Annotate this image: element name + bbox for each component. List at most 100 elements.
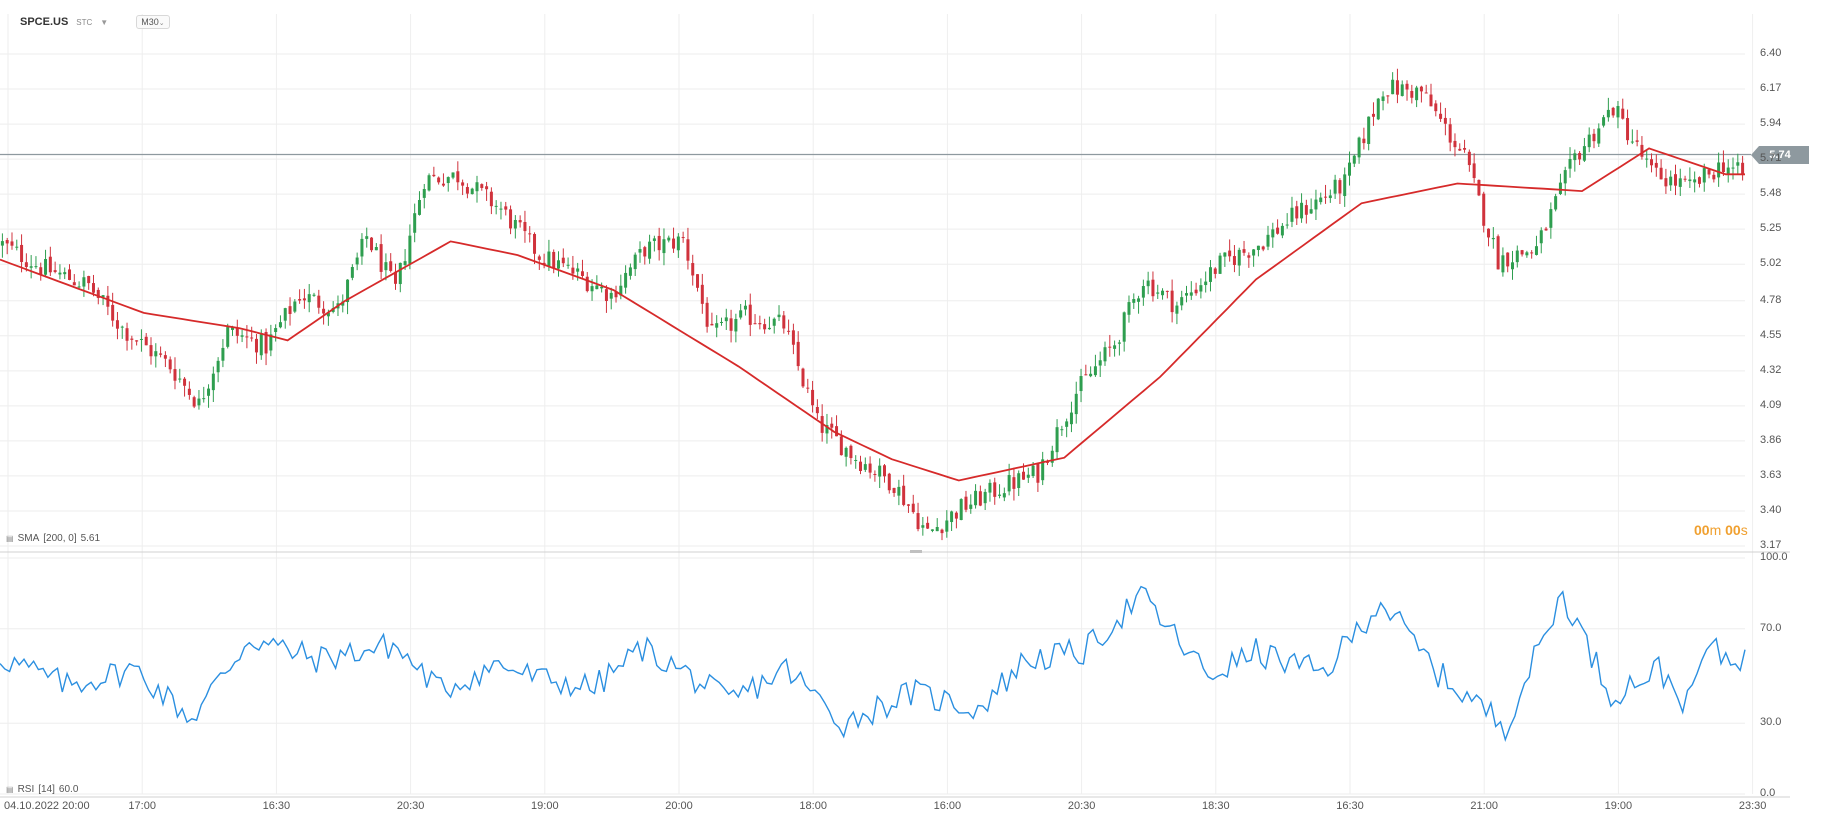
candle bbox=[528, 226, 532, 243]
candle bbox=[1506, 252, 1510, 273]
candle bbox=[1472, 153, 1476, 183]
candle bbox=[427, 173, 431, 192]
candle bbox=[1300, 193, 1304, 223]
candle bbox=[1597, 123, 1601, 148]
candle bbox=[1156, 284, 1160, 299]
candle bbox=[245, 325, 249, 349]
candle bbox=[504, 201, 508, 216]
candle bbox=[446, 176, 450, 192]
candle bbox=[940, 528, 944, 541]
pane-resize-handle[interactable] bbox=[910, 550, 922, 553]
candle bbox=[130, 335, 134, 350]
candle bbox=[187, 381, 191, 400]
candle bbox=[1525, 250, 1529, 258]
candle bbox=[0, 233, 4, 258]
symbol-label[interactable]: SPCE.US bbox=[20, 16, 69, 28]
candle bbox=[422, 183, 426, 209]
candle bbox=[178, 368, 182, 383]
candle bbox=[10, 232, 14, 250]
candle bbox=[662, 228, 666, 266]
candle bbox=[216, 357, 220, 383]
candle bbox=[1539, 227, 1543, 254]
time-tick-label: 16:00 bbox=[933, 800, 962, 812]
candle bbox=[360, 233, 364, 265]
candle bbox=[1530, 250, 1534, 259]
candle bbox=[724, 308, 728, 330]
candle bbox=[1338, 178, 1342, 204]
candle bbox=[331, 301, 335, 314]
candle bbox=[394, 263, 398, 290]
candle bbox=[734, 313, 738, 343]
time-tick-label: 23:30 bbox=[1738, 800, 1767, 812]
candle bbox=[1347, 151, 1351, 186]
candle bbox=[389, 253, 393, 273]
candle bbox=[1328, 189, 1332, 203]
candle bbox=[5, 237, 9, 255]
candle bbox=[1367, 116, 1371, 151]
price-tick-label: 5.94 bbox=[1760, 117, 1782, 130]
candle bbox=[1650, 153, 1654, 173]
candle bbox=[1141, 279, 1145, 306]
candle bbox=[854, 455, 858, 469]
candle bbox=[1237, 247, 1241, 276]
candle bbox=[1400, 80, 1404, 97]
candle bbox=[1721, 150, 1725, 177]
candle bbox=[1271, 222, 1275, 248]
candle bbox=[63, 267, 67, 280]
candle bbox=[628, 263, 632, 280]
candle bbox=[398, 262, 402, 293]
candle bbox=[197, 390, 201, 410]
candle bbox=[1688, 167, 1692, 188]
candle bbox=[144, 333, 148, 346]
rsi-indicator-label[interactable]: ▤ RSI [14] 60.0 bbox=[6, 784, 78, 795]
candle bbox=[513, 215, 517, 239]
candle bbox=[1736, 153, 1740, 175]
candle bbox=[1602, 114, 1606, 128]
candle bbox=[1391, 72, 1395, 95]
candle bbox=[1458, 143, 1462, 151]
candle bbox=[1309, 198, 1313, 215]
caret-down-icon[interactable]: ▼ bbox=[100, 17, 109, 27]
time-tick-label: 20:30 bbox=[1067, 800, 1096, 812]
candle bbox=[1371, 102, 1375, 126]
candle bbox=[29, 255, 33, 279]
candle bbox=[1079, 368, 1083, 403]
candle bbox=[676, 233, 680, 258]
candle bbox=[101, 294, 105, 306]
candle bbox=[1630, 129, 1634, 145]
candle bbox=[700, 273, 704, 314]
indicator-settings-icon[interactable]: ▤ bbox=[6, 534, 14, 543]
time-tick-label: 21:00 bbox=[1470, 800, 1498, 812]
candle bbox=[1395, 68, 1399, 104]
candle bbox=[91, 274, 95, 297]
sma-indicator-label[interactable]: ▤ SMA [200, 0] 5.61 bbox=[6, 533, 100, 544]
market-label: STC bbox=[76, 17, 93, 27]
candle bbox=[1410, 84, 1414, 104]
candle bbox=[897, 479, 901, 506]
candle bbox=[278, 315, 282, 329]
price-tick-label: 5.25 bbox=[1760, 222, 1782, 235]
price-tick-label: 5.48 bbox=[1760, 187, 1782, 200]
candle bbox=[1113, 340, 1117, 357]
candle bbox=[365, 227, 369, 248]
indicator-settings-icon[interactable]: ▤ bbox=[6, 785, 14, 794]
candle bbox=[120, 325, 124, 339]
candle bbox=[859, 455, 863, 475]
candle bbox=[1146, 271, 1150, 295]
candle bbox=[355, 252, 359, 271]
candle bbox=[499, 201, 503, 220]
candle bbox=[1333, 174, 1337, 199]
candle bbox=[892, 487, 896, 497]
candle bbox=[719, 317, 723, 326]
candle bbox=[518, 215, 522, 228]
candle bbox=[111, 292, 115, 327]
price-tick-label: 4.55 bbox=[1760, 328, 1782, 341]
candle bbox=[758, 315, 762, 330]
candle bbox=[1252, 248, 1256, 267]
candle bbox=[1573, 149, 1577, 172]
candle bbox=[1616, 100, 1620, 129]
candle bbox=[1477, 179, 1481, 197]
timeframe-selector[interactable]: M30⌄ bbox=[136, 15, 170, 29]
candle bbox=[298, 289, 302, 304]
